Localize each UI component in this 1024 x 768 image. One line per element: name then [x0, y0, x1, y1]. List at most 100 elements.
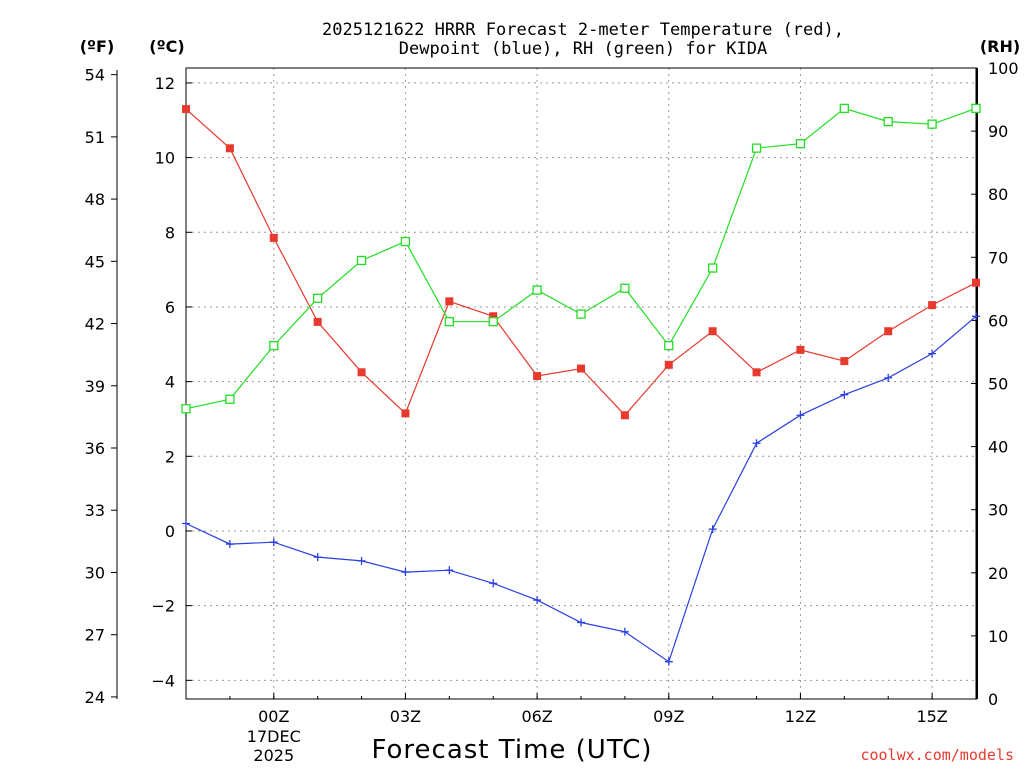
rh-point: [795, 139, 806, 149]
rh-point: [883, 116, 893, 127]
fahrenheit-tick-label: 39: [85, 377, 105, 396]
x-date-label: 17DEC: [247, 727, 301, 746]
dewpoint-point: [225, 540, 234, 549]
fahrenheit-tick-label: 51: [85, 128, 105, 147]
dewpoint-point: [489, 579, 498, 588]
rh-tick-label: 10: [988, 627, 1008, 646]
chart-title-line2: Dewpoint (blue), RH (green) for KIDA: [399, 39, 767, 59]
fahrenheit-tick-label: 42: [85, 315, 105, 334]
temperature-point: [708, 327, 717, 336]
x-tick-label: 15Z: [916, 707, 947, 726]
temperature-point: [972, 278, 980, 287]
rh-tick-label: 100: [988, 59, 1019, 78]
rh-point: [576, 309, 586, 319]
credit-text: coolwx.com/models: [860, 746, 1014, 764]
rh-tick-label: 90: [988, 122, 1008, 141]
celsius-tick-label: 8: [165, 223, 175, 242]
rh-point: [971, 103, 981, 114]
temperature-point: [182, 105, 190, 114]
rh-point: [839, 103, 849, 114]
temperature-point: [664, 360, 673, 369]
rh-tick-label: 0: [988, 690, 998, 709]
rh-tick-label: 30: [988, 501, 1008, 520]
fahrenheit-tick-label: 48: [85, 190, 105, 209]
rh-unit-label: (RH): [980, 37, 1020, 56]
celsius-tick-label: 6: [165, 298, 175, 317]
x-tick-label: 09Z: [653, 707, 684, 726]
rh-point: [532, 285, 542, 295]
temperature-point: [489, 312, 498, 321]
rh-point: [664, 340, 674, 351]
celsius-tick-label: 2: [165, 447, 175, 466]
rh-point: [356, 255, 367, 266]
temperature-point: [269, 233, 278, 242]
temperature-point: [796, 345, 805, 354]
rh-point: [751, 143, 762, 153]
rh-tick-label: 80: [988, 185, 1008, 204]
dewpoint-point: [620, 627, 629, 636]
temperature-point: [884, 327, 893, 336]
dewpoint-point: [357, 556, 366, 565]
rh-point: [444, 317, 454, 327]
dewpoint-point: [708, 525, 717, 534]
fahrenheit-tick-label: 36: [85, 439, 105, 458]
dewpoint-point: [313, 553, 322, 562]
x-axis-label: Forecast Time (UTC): [371, 735, 652, 765]
temperature-point: [840, 357, 849, 366]
fahrenheit-tick-label: 45: [85, 252, 105, 271]
rh-tick-label: 60: [988, 311, 1008, 330]
dewpoint-point: [182, 519, 190, 528]
celsius-unit-label: (ºC): [149, 37, 184, 56]
fahrenheit-tick-label: 24: [85, 688, 105, 707]
dewpoint-point: [972, 312, 980, 321]
dewpoint-point: [796, 411, 805, 420]
rh-point: [927, 119, 937, 129]
temperature-point: [752, 368, 761, 377]
temperature-point: [401, 409, 410, 418]
dewpoint-point: [445, 566, 454, 575]
rh-point: [269, 340, 279, 351]
grid-lines: [186, 68, 976, 699]
celsius-tick-label: −4: [151, 671, 175, 690]
dewpoint-point: [577, 618, 585, 627]
temperature-point: [445, 297, 454, 306]
rh-tick-label: 40: [988, 438, 1008, 457]
temperature-point: [357, 368, 366, 377]
rh-point: [620, 283, 630, 293]
rh-point: [181, 404, 191, 414]
rh-tick-label: 70: [988, 248, 1008, 267]
dewpoint-point: [752, 439, 761, 448]
fahrenheit-unit-label: (ºF): [80, 37, 115, 56]
rh-line: [185, 107, 977, 410]
temperature-point: [620, 411, 629, 420]
plot-frame: [185, 67, 977, 700]
celsius-tick-label: 10: [155, 149, 175, 168]
temperature-point: [928, 301, 937, 310]
rh-point: [225, 394, 235, 404]
dewpoint-point: [533, 596, 542, 605]
temperature-point: [577, 364, 585, 373]
dewpoint-point: [664, 657, 673, 666]
celsius-tick-label: −2: [151, 597, 175, 616]
rh-tick-label: 50: [988, 375, 1008, 394]
dewpoint-point: [928, 349, 937, 358]
fahrenheit-tick-label: 54: [85, 66, 105, 85]
rh-point: [400, 236, 411, 247]
x-tick-label: 00Z: [258, 707, 289, 726]
x-tick-label: 03Z: [390, 707, 421, 726]
dewpoint-point: [269, 538, 278, 547]
rh-point: [313, 293, 323, 303]
temperature-point: [313, 317, 322, 326]
dewpoint-point: [401, 568, 410, 577]
celsius-tick-label: 12: [155, 74, 175, 93]
x-year-label: 2025: [253, 746, 294, 765]
x-tick-label: 12Z: [785, 707, 816, 726]
rh-point: [708, 263, 718, 273]
dewpoint-point: [840, 390, 849, 399]
celsius-tick-label: 0: [165, 522, 175, 541]
rh-point: [488, 317, 498, 327]
temperature-point: [225, 144, 234, 153]
fahrenheit-tick-label: 27: [85, 626, 105, 645]
